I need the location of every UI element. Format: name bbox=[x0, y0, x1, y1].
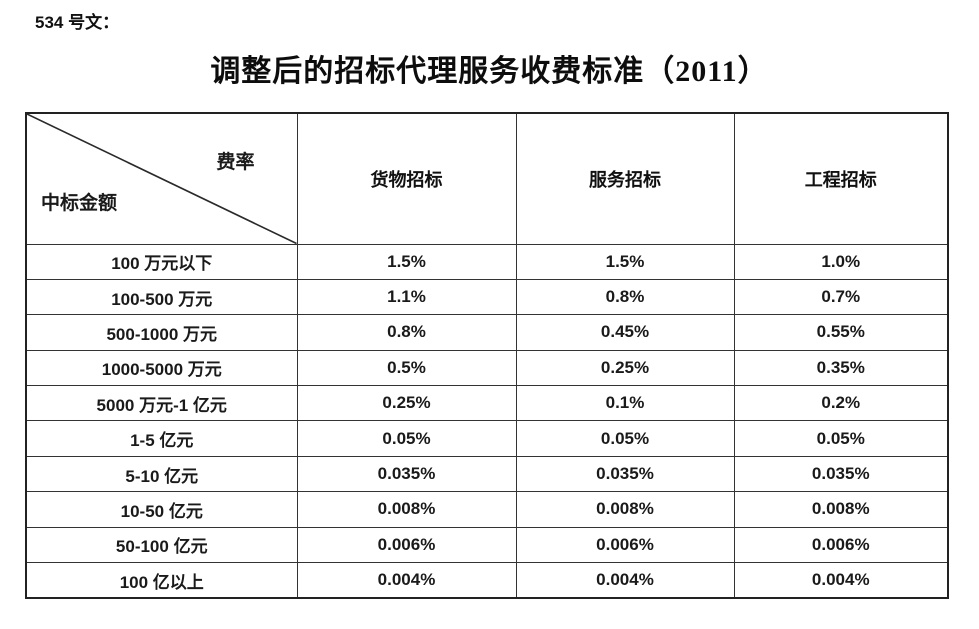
rate-cell: 0.55% bbox=[733, 314, 949, 351]
rate-cell: 0.8% bbox=[515, 278, 735, 316]
corner-label-bid-amount: 中标金额 bbox=[41, 192, 118, 214]
amount-cell: 500-1000 万元 bbox=[25, 314, 298, 351]
rate-cell: 1.1% bbox=[296, 278, 517, 316]
rate-cell: 0.25% bbox=[296, 385, 517, 422]
amount-cell: 5-10 亿元 bbox=[25, 455, 298, 493]
column-header-services: 服务招标 bbox=[515, 112, 735, 245]
header-row: 费率 中标金额 货物招标 服务招标 工程招标 bbox=[25, 112, 949, 245]
rate-cell: 0.035% bbox=[515, 455, 735, 493]
table-row: 5000 万元-1 亿元 0.25% 0.1% 0.2% bbox=[25, 385, 949, 422]
rate-cell: 0.2% bbox=[733, 385, 949, 422]
amount-cell: 100 万元以下 bbox=[25, 243, 298, 280]
rate-cell: 0.1% bbox=[515, 385, 735, 422]
rate-cell: 0.35% bbox=[733, 349, 949, 387]
rate-cell: 0.006% bbox=[515, 526, 735, 564]
rate-cell: 0.25% bbox=[515, 349, 735, 387]
rate-cell: 0.008% bbox=[296, 491, 517, 528]
table-row: 100 亿以上 0.004% 0.004% 0.004% bbox=[25, 562, 949, 599]
fee-table: 费率 中标金额 货物招标 服务招标 工程招标 100 万元以下 1.5% 1.5% 1… bbox=[25, 112, 949, 599]
rate-cell: 0.008% bbox=[515, 491, 735, 528]
amount-cell: 10-50 亿元 bbox=[25, 491, 298, 528]
amount-cell: 1000-5000 万元 bbox=[25, 349, 298, 387]
rate-cell: 0.006% bbox=[296, 526, 517, 564]
column-header-goods: 货物招标 bbox=[296, 112, 517, 245]
table-row: 50-100 亿元 0.006% 0.006% 0.006% bbox=[25, 526, 949, 564]
diagonal-divider-line bbox=[27, 114, 297, 244]
fee-table-body: 100 万元以下 1.5% 1.5% 1.0% 100-500 万元 1.1% 0.8% 0.… bbox=[25, 243, 949, 599]
rate-cell: 0.05% bbox=[515, 420, 735, 457]
amount-cell: 5000 万元-1 亿元 bbox=[25, 385, 298, 422]
table-row: 100 万元以下 1.5% 1.5% 1.0% bbox=[25, 243, 949, 280]
rate-cell: 0.05% bbox=[296, 420, 517, 457]
rate-cell: 0.004% bbox=[733, 562, 949, 599]
table-row: 5-10 亿元 0.035% 0.035% 0.035% bbox=[25, 455, 949, 493]
table-row: 1-5 亿元 0.05% 0.05% 0.05% bbox=[25, 420, 949, 457]
rate-cell: 0.45% bbox=[515, 314, 735, 351]
page-title: 调整后的招标代理服务收费标准（2011） bbox=[210, 55, 769, 88]
rate-cell: 0.004% bbox=[296, 562, 517, 599]
rate-cell: 0.004% bbox=[515, 562, 735, 599]
amount-cell: 50-100 亿元 bbox=[25, 526, 298, 564]
rate-cell: 0.006% bbox=[733, 526, 949, 564]
rate-cell: 0.008% bbox=[733, 491, 949, 528]
rate-cell: 1.0% bbox=[733, 243, 949, 280]
doc-number-label: 534 号文： bbox=[35, 13, 120, 32]
rate-cell: 1.5% bbox=[515, 243, 735, 280]
amount-cell: 100 亿以上 bbox=[25, 562, 298, 599]
table-row: 100-500 万元 1.1% 0.8% 0.7% bbox=[25, 278, 949, 316]
rate-cell: 0.5% bbox=[296, 349, 517, 387]
table-row: 10-50 亿元 0.008% 0.008% 0.008% bbox=[25, 491, 949, 528]
rate-cell: 0.8% bbox=[296, 314, 517, 351]
corner-label-fee-rate: 费率 bbox=[216, 152, 255, 173]
column-header-engineering: 工程招标 bbox=[733, 112, 949, 245]
corner-cell: 费率 中标金额 bbox=[25, 112, 298, 245]
rate-cell: 1.5% bbox=[296, 243, 517, 280]
amount-cell: 1-5 亿元 bbox=[25, 420, 298, 457]
rate-cell: 0.035% bbox=[733, 455, 949, 493]
rate-cell: 0.05% bbox=[733, 420, 949, 457]
rate-cell: 0.7% bbox=[733, 278, 949, 316]
amount-cell: 100-500 万元 bbox=[25, 278, 298, 316]
rate-cell: 0.035% bbox=[296, 455, 517, 493]
table-row: 1000-5000 万元 0.5% 0.25% 0.35% bbox=[25, 349, 949, 387]
table-row: 500-1000 万元 0.8% 0.45% 0.55% bbox=[25, 314, 949, 351]
